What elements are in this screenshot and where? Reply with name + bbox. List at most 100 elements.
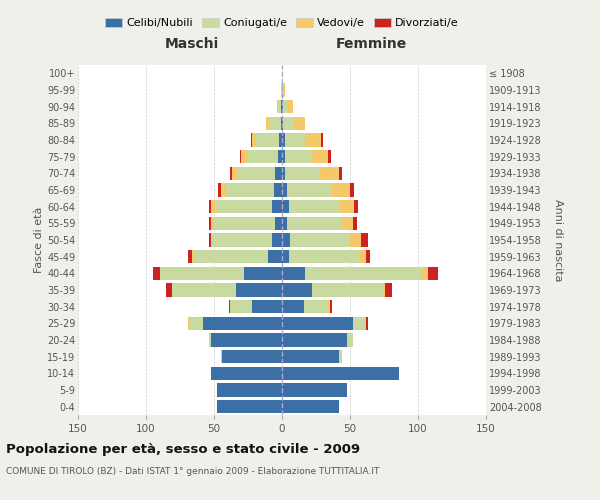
Bar — [312, 150, 328, 164]
Bar — [305, 134, 322, 146]
Bar — [278, 150, 282, 164]
Bar — [331, 184, 350, 196]
Bar — [268, 250, 282, 264]
Bar — [209, 216, 211, 230]
Bar — [339, 350, 342, 364]
Bar — [232, 166, 237, 180]
Bar — [192, 250, 194, 264]
Bar — [221, 184, 226, 196]
Bar — [160, 266, 244, 280]
Bar — [289, 200, 340, 213]
Bar — [272, 234, 282, 246]
Bar — [252, 134, 256, 146]
Bar — [252, 300, 282, 314]
Bar — [277, 100, 278, 114]
Bar — [274, 184, 282, 196]
Bar — [339, 166, 342, 180]
Y-axis label: Fasce di età: Fasce di età — [34, 207, 44, 273]
Bar — [282, 184, 287, 196]
Bar — [226, 184, 274, 196]
Bar — [287, 216, 342, 230]
Bar — [230, 300, 252, 314]
Bar — [322, 134, 323, 146]
Bar — [281, 84, 282, 96]
Bar — [248, 150, 278, 164]
Bar — [350, 234, 361, 246]
Bar — [285, 134, 305, 146]
Bar — [282, 166, 285, 180]
Bar — [190, 316, 203, 330]
Bar — [212, 216, 275, 230]
Bar — [188, 316, 190, 330]
Bar — [282, 100, 283, 114]
Bar — [194, 250, 268, 264]
Bar — [282, 316, 353, 330]
Bar — [230, 166, 232, 180]
Bar — [283, 84, 285, 96]
Bar — [289, 250, 359, 264]
Bar — [211, 234, 272, 246]
Legend: Celibi/Nubili, Coniugati/e, Vedovi/e, Divorziati/e: Celibi/Nubili, Coniugati/e, Vedovi/e, Di… — [101, 13, 463, 32]
Bar — [353, 316, 367, 330]
Bar — [285, 150, 312, 164]
Bar — [282, 300, 304, 314]
Bar — [367, 316, 368, 330]
Bar — [421, 266, 428, 280]
Bar — [236, 284, 282, 296]
Bar — [166, 284, 172, 296]
Bar — [244, 266, 282, 280]
Bar — [285, 166, 320, 180]
Bar — [304, 300, 328, 314]
Bar — [340, 200, 354, 213]
Bar — [279, 134, 282, 146]
Bar — [211, 366, 282, 380]
Bar — [367, 250, 370, 264]
Bar — [266, 116, 270, 130]
Bar — [282, 134, 285, 146]
Bar — [278, 100, 281, 114]
Bar — [272, 200, 282, 213]
Bar — [328, 300, 329, 314]
Bar — [282, 334, 347, 346]
Bar — [283, 116, 294, 130]
Bar — [203, 316, 282, 330]
Bar — [305, 266, 421, 280]
Bar — [282, 200, 289, 213]
Bar — [229, 300, 230, 314]
Bar — [385, 284, 392, 296]
Bar — [282, 350, 339, 364]
Bar — [211, 334, 282, 346]
Bar — [353, 216, 357, 230]
Bar — [256, 134, 279, 146]
Bar — [209, 200, 211, 213]
Bar — [241, 150, 248, 164]
Bar — [294, 116, 305, 130]
Bar — [350, 184, 354, 196]
Bar — [428, 266, 439, 280]
Bar — [282, 250, 289, 264]
Bar — [237, 166, 275, 180]
Bar — [218, 184, 221, 196]
Bar — [282, 150, 285, 164]
Bar — [275, 166, 282, 180]
Bar — [209, 334, 211, 346]
Bar — [354, 200, 358, 213]
Bar — [282, 384, 347, 396]
Bar — [359, 250, 367, 264]
Bar — [283, 100, 287, 114]
Text: Popolazione per età, sesso e stato civile - 2009: Popolazione per età, sesso e stato civil… — [6, 442, 360, 456]
Bar — [240, 150, 241, 164]
Bar — [209, 234, 211, 246]
Bar — [217, 384, 282, 396]
Bar — [211, 216, 212, 230]
Bar — [281, 100, 282, 114]
Bar — [282, 266, 305, 280]
Bar — [320, 166, 339, 180]
Text: Maschi: Maschi — [165, 37, 220, 51]
Bar — [211, 200, 215, 213]
Bar — [347, 334, 353, 346]
Bar — [153, 266, 160, 280]
Bar — [282, 84, 283, 96]
Y-axis label: Anni di nascita: Anni di nascita — [553, 198, 563, 281]
Bar — [188, 250, 192, 264]
